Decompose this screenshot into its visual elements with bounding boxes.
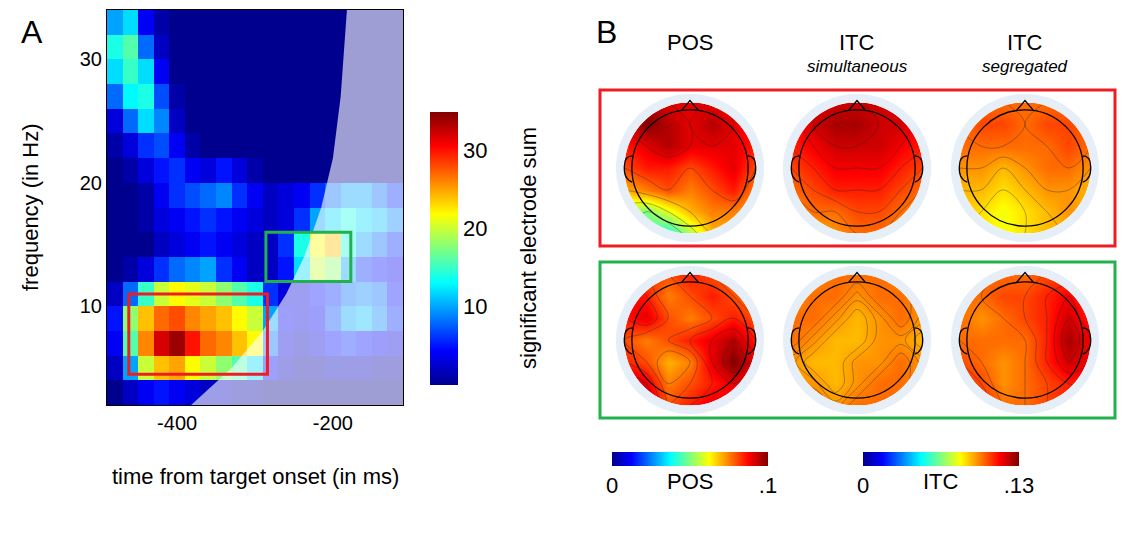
svg-text:.13: .13 xyxy=(1004,473,1035,498)
svg-text:significant electrode sum: significant electrode sum xyxy=(516,127,541,369)
svg-text:segregated: segregated xyxy=(982,57,1068,76)
svg-text:time from target onset (in ms): time from target onset (in ms) xyxy=(112,464,399,489)
svg-text:30: 30 xyxy=(463,138,487,163)
svg-text:-400: -400 xyxy=(157,412,197,434)
svg-text:A: A xyxy=(21,14,43,50)
svg-text:0: 0 xyxy=(857,473,869,498)
svg-text:POS: POS xyxy=(667,30,713,55)
svg-text:.1: .1 xyxy=(759,473,777,498)
svg-text:frequency (in Hz): frequency (in Hz) xyxy=(18,123,43,291)
svg-text:-200: -200 xyxy=(313,412,353,434)
svg-text:20: 20 xyxy=(463,216,487,241)
svg-text:0: 0 xyxy=(606,473,618,498)
svg-text:ITC: ITC xyxy=(923,469,959,494)
svg-text:simultaneous: simultaneous xyxy=(807,57,908,76)
svg-text:POS: POS xyxy=(667,469,713,494)
svg-text:10: 10 xyxy=(463,294,487,319)
svg-text:30: 30 xyxy=(80,48,102,70)
svg-text:20: 20 xyxy=(80,172,102,194)
svg-text:ITC: ITC xyxy=(1007,30,1043,55)
svg-text:ITC: ITC xyxy=(839,30,875,55)
svg-text:10: 10 xyxy=(80,295,102,317)
svg-text:B: B xyxy=(596,14,617,50)
